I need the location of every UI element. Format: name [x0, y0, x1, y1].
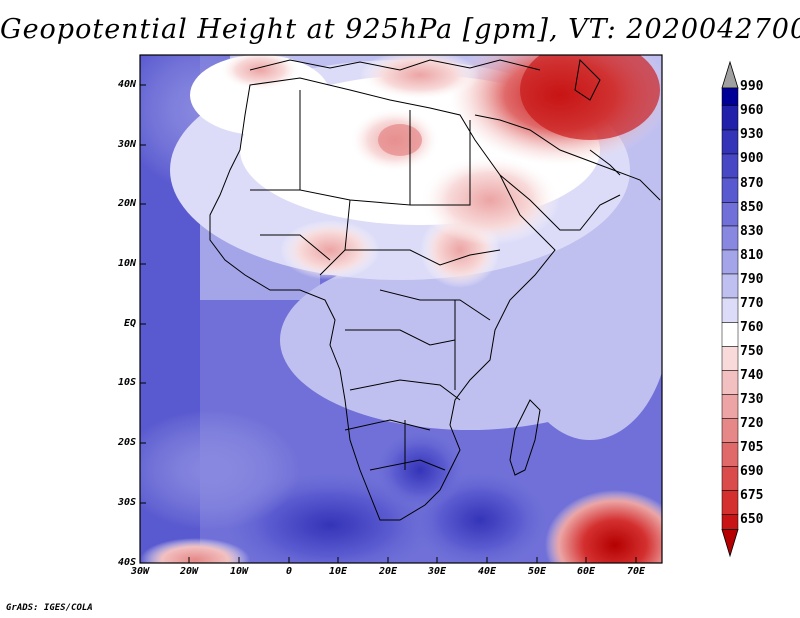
colorbar-label-960: 960 — [740, 103, 764, 118]
colorbar-label-900: 900 — [740, 151, 764, 166]
colorbar-label-830: 830 — [740, 224, 764, 239]
lon-label-70e: 70E — [626, 566, 646, 577]
colorbar-label-870: 870 — [740, 176, 764, 191]
lon-label-10w: 10W — [229, 566, 249, 577]
colorbar-label-690: 690 — [740, 464, 764, 479]
lat-label-eq: EQ — [123, 318, 136, 329]
colorbar-top-arrow — [721, 60, 739, 89]
colorbar-label-810: 810 — [740, 248, 764, 263]
lon-label-30w: 30W — [130, 566, 150, 577]
colorbar-label-930: 930 — [740, 127, 764, 142]
height-field — [140, 55, 662, 563]
lon-label-60e: 60E — [576, 566, 596, 577]
colorbar-label-730: 730 — [740, 392, 764, 407]
lat-label-40s: 40S — [117, 557, 136, 568]
coastlines — [209, 58, 661, 521]
colorbar-label-770: 770 — [740, 296, 764, 311]
lat-label-40n: 40N — [117, 79, 136, 90]
lat-label-20n: 20N — [117, 198, 136, 209]
lat-label-30s: 30S — [117, 497, 136, 508]
lon-label-0: 0 — [285, 566, 293, 577]
lon-label-10e: 10E — [328, 566, 348, 577]
lat-label-10n: 10N — [117, 258, 136, 269]
lat-label-20s: 20S — [117, 437, 136, 448]
colorbar-label-705: 705 — [740, 440, 764, 455]
plot-frame — [139, 54, 663, 564]
grads-credit: GrADS: IGES/COLA — [6, 603, 93, 613]
colorbar — [721, 60, 739, 558]
colorbar-label-650: 650 — [740, 512, 764, 527]
lon-label-20e: 20E — [378, 566, 398, 577]
colorbar-label-740: 740 — [740, 368, 764, 383]
colorbar-label-720: 720 — [740, 416, 764, 431]
colorbar-label-750: 750 — [740, 344, 764, 359]
lat-label-10s: 10S — [117, 377, 136, 388]
lon-label-50e: 50E — [527, 566, 547, 577]
colorbar-label-790: 790 — [740, 272, 764, 287]
colorbar-label-990: 990 — [740, 79, 764, 94]
map-title: Geopotential Height at 925hPa [gpm], VT:… — [0, 14, 800, 45]
colorbar-bottom-arrow — [721, 529, 739, 558]
axis-ticks — [140, 84, 637, 563]
colorbar-label-760: 760 — [740, 320, 764, 335]
lat-label-30n: 30N — [117, 139, 136, 150]
colorbar-label-675: 675 — [740, 488, 764, 503]
colorbar-label-850: 850 — [740, 200, 764, 215]
lon-label-40e: 40E — [477, 566, 497, 577]
lon-label-20w: 20W — [179, 566, 199, 577]
lon-label-30e: 30E — [427, 566, 447, 577]
